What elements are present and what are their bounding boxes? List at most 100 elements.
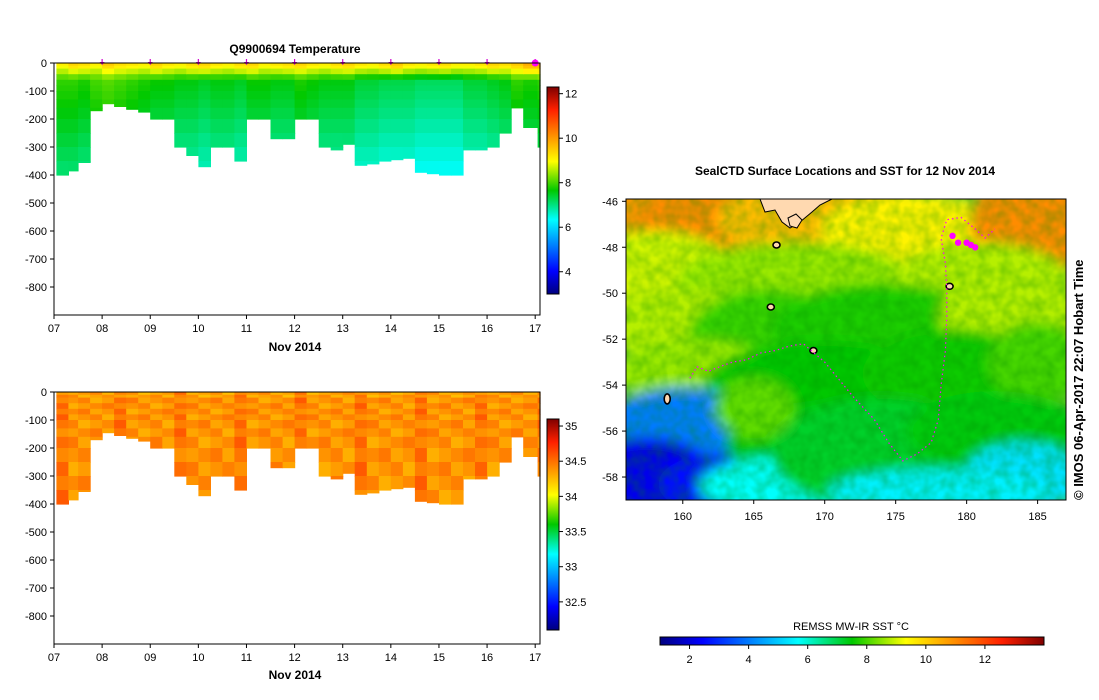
section-cell: [234, 74, 247, 81]
section-cell: [282, 408, 296, 415]
section-cell: [198, 161, 211, 168]
section-cell: [390, 85, 404, 92]
section-cell: [198, 119, 211, 134]
section-cell: [426, 74, 440, 81]
section-cell: [282, 85, 296, 92]
section-cell: [258, 428, 272, 438]
section-cell: [402, 414, 416, 421]
section-cell: [306, 420, 320, 429]
section-cell: [463, 99, 476, 109]
section-cell: [463, 65, 476, 70]
section-cell: [330, 428, 344, 438]
section-cell: [499, 74, 512, 81]
section-cell: [198, 147, 211, 162]
section-cell: [78, 65, 91, 70]
section-cell: [198, 414, 211, 421]
section-cell: [318, 107, 332, 120]
y-tick-label: -100: [25, 415, 47, 427]
section-cell: [56, 397, 69, 404]
section-cell: [210, 65, 223, 70]
y-tick-label: -300: [25, 142, 47, 154]
section-cell: [78, 68, 91, 75]
section-cell: [90, 85, 103, 92]
section-cell: [378, 107, 392, 120]
section-cell: [56, 420, 69, 429]
section-cell: [114, 420, 127, 429]
section-cell: [487, 394, 500, 399]
section-cell: [294, 397, 308, 404]
y-tick-label: 0: [41, 58, 47, 70]
section-cell: [523, 119, 539, 128]
section-cell: [198, 133, 211, 148]
section-cell: [102, 91, 115, 100]
section-cell: [68, 91, 79, 100]
section-cell: [78, 476, 91, 491]
section-cell: [234, 91, 247, 100]
section-cell: [282, 428, 296, 438]
section-cell: [318, 63, 332, 67]
section-cell: [162, 63, 175, 67]
section-cell: [378, 85, 392, 92]
section-cell: [56, 448, 69, 463]
section-cell: [138, 65, 151, 70]
section-cell: [162, 107, 175, 120]
section-cell: [210, 436, 223, 449]
section-cell: [475, 448, 488, 463]
section-cell: [402, 79, 416, 86]
lat-tick-label: -54: [602, 380, 618, 392]
section-cell: [90, 79, 103, 86]
section-cell: [487, 63, 500, 67]
section-cell: [222, 420, 235, 429]
section-cell: [537, 394, 541, 399]
section-cell: [56, 63, 69, 67]
section-cell: [390, 403, 404, 410]
island: [766, 303, 776, 311]
section-cell: [537, 392, 541, 396]
section-cell: [511, 68, 524, 75]
section-cell: [306, 408, 320, 415]
section-cell: [499, 428, 512, 438]
section-cell: [342, 394, 356, 399]
seal-surface-locations: [949, 232, 979, 251]
section-cell: [246, 65, 260, 70]
section-cell: [56, 392, 69, 396]
section-cell: [114, 394, 127, 399]
section-cell: [68, 68, 79, 75]
section-cell: [439, 91, 452, 100]
section-cell: [366, 462, 380, 477]
section-cell: [390, 462, 404, 477]
section-cell: [439, 420, 452, 429]
section-cell: [354, 107, 368, 120]
section-cell: [150, 63, 163, 67]
section-cell: [439, 436, 452, 449]
section-cell: [222, 91, 235, 100]
section-cell: [402, 74, 416, 81]
seal-position: [972, 244, 979, 251]
section-cell: [366, 107, 380, 120]
section-cell: [68, 63, 79, 67]
section-cell: [426, 133, 440, 148]
section-cell: [499, 414, 512, 421]
section-cell: [463, 408, 476, 415]
section-cell: [162, 85, 175, 92]
section-cell: [318, 133, 332, 148]
x-tick-label: 13: [337, 323, 349, 335]
section-cell: [174, 392, 187, 396]
section-cell: [174, 74, 187, 81]
sst-colorbar-tick-label: 4: [746, 654, 752, 666]
section-cell: [414, 414, 428, 421]
x-tick-label: 12: [288, 323, 300, 335]
section-cell: [102, 420, 115, 429]
section-cell: [330, 392, 344, 396]
section-cell: [90, 63, 103, 67]
section-cell: [426, 448, 440, 463]
section-cell: [354, 392, 368, 396]
section-cell: [56, 119, 69, 134]
section-cell: [342, 68, 356, 75]
section-cell: [487, 448, 500, 463]
section-cell: [402, 107, 416, 120]
section-cell: [56, 414, 69, 421]
section-cell: [475, 476, 488, 480]
section-cell: [198, 462, 211, 477]
section-cell: [511, 91, 524, 100]
